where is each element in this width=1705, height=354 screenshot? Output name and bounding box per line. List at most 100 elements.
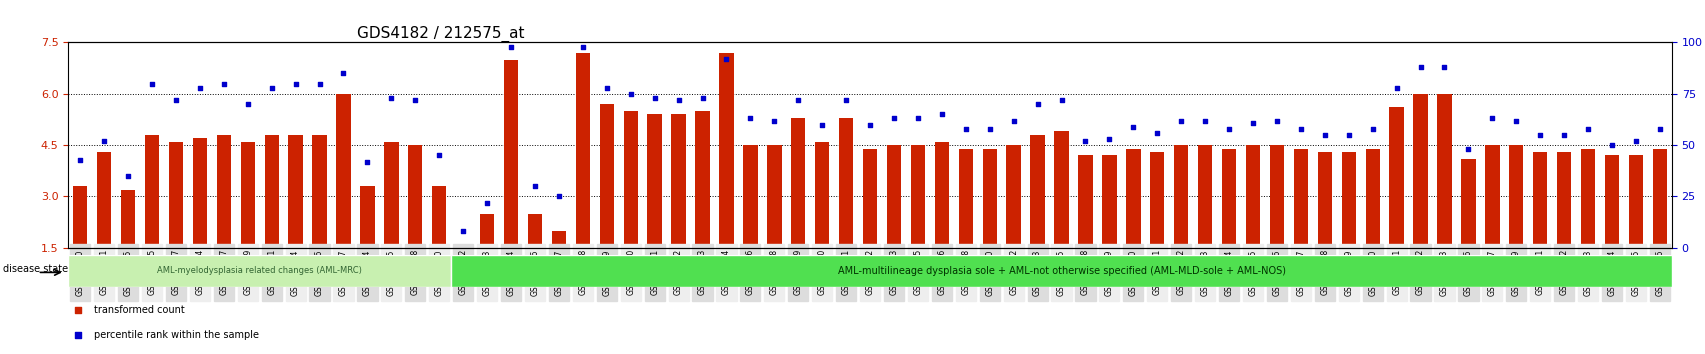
Text: AML-multilineage dysplasia sole + AML-not otherwise specified (AML-MLD-sole + AM: AML-multilineage dysplasia sole + AML-no… [837,266,1286,276]
FancyBboxPatch shape [68,255,450,287]
Bar [1509,145,1523,248]
Bar [575,53,590,248]
Bar [1557,152,1570,248]
Bar [1078,155,1091,248]
Point [210,81,237,86]
Point [1287,126,1315,132]
Point [66,157,94,162]
Point [832,97,859,103]
Point [522,183,549,189]
Point [1023,101,1050,107]
Bar [1485,145,1499,248]
Bar [288,135,302,248]
Point [114,173,142,179]
Bar [1149,152,1165,248]
Bar [622,111,638,248]
Bar [503,59,518,248]
Bar [1581,149,1594,248]
Point [1238,120,1265,125]
Point [90,138,118,144]
Bar [1006,145,1020,248]
Bar [336,94,351,248]
Point [617,91,644,97]
Point [856,122,883,127]
Bar [431,186,447,248]
Point [1574,126,1601,132]
Point [1166,118,1193,123]
Point [1311,132,1338,138]
Bar [863,149,876,248]
Text: AML-myelodysplasia related changes (AML-MRC): AML-myelodysplasia related changes (AML-… [157,266,361,275]
Point [1095,136,1122,142]
Bar [1316,152,1332,248]
Bar [815,142,829,248]
Text: percentile rank within the sample: percentile rank within the sample [94,330,259,339]
Bar [1269,145,1284,248]
Point [234,101,261,107]
Bar [1030,135,1043,248]
Bar [839,118,852,248]
Point [1214,126,1241,132]
Bar [407,145,423,248]
Bar [767,145,781,248]
Point [665,97,692,103]
Bar [672,114,685,248]
Text: GDS4182 / 212575_at: GDS4182 / 212575_at [356,26,523,42]
Bar [1340,152,1355,248]
Bar [527,213,542,248]
Bar [264,135,278,248]
Point [713,56,740,62]
Bar [1604,155,1618,248]
Point [928,112,955,117]
Point [880,116,907,121]
Bar [121,190,135,248]
Point [1430,64,1458,70]
Point [1118,124,1146,130]
Point [1335,132,1362,138]
Bar [217,135,230,248]
Bar [1533,152,1546,248]
Point [474,200,501,205]
Point [329,70,356,76]
Bar [312,135,327,248]
Point [65,332,92,337]
Bar [648,114,662,248]
Point [1190,118,1217,123]
Point [1071,138,1098,144]
Point [65,307,92,313]
Point [1502,118,1529,123]
Point [1550,132,1577,138]
Bar [1245,145,1260,248]
Point [257,85,285,91]
Bar [1292,149,1308,248]
Point [401,97,428,103]
Bar [910,145,924,248]
Bar [743,145,757,248]
Point [138,81,165,86]
Point [1263,118,1291,123]
Bar [97,152,111,248]
Bar [720,53,733,248]
Point [1598,142,1625,148]
Point [808,122,835,127]
Bar [1437,94,1451,248]
Bar [360,186,375,248]
Point [162,97,189,103]
Point [689,95,716,101]
Point [1359,126,1386,132]
Bar [1101,155,1117,248]
Bar [958,149,972,248]
Bar [1461,159,1475,248]
Point [1047,97,1074,103]
Point [641,95,668,101]
Bar [1125,149,1141,248]
Bar [73,186,87,248]
Bar [934,142,948,248]
Bar [1054,131,1067,248]
Bar [145,135,159,248]
Bar [1221,149,1236,248]
Point [1526,132,1553,138]
Point [1142,130,1170,136]
Bar [1628,155,1642,248]
Point [1645,126,1673,132]
